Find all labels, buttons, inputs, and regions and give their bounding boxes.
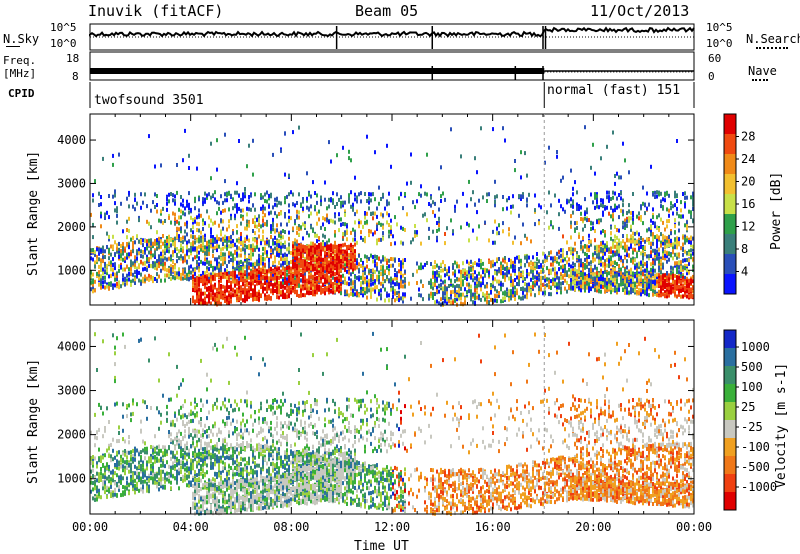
date-label: 11/Oct/2013	[590, 2, 690, 20]
colorbar-1-seg-2	[724, 366, 736, 385]
yaxis-1-label-0: 1000	[57, 472, 86, 486]
nsearch-tick-bottom: 10^0	[706, 37, 733, 50]
nave-tick-bottom: 0	[708, 70, 715, 83]
yaxis-1-label-3: 4000	[57, 339, 86, 353]
freq-band-1	[90, 68, 545, 74]
yaxis-1-label-1: 2000	[57, 428, 86, 442]
beam-label: Beam 05	[355, 2, 419, 20]
xaxis-label-6: 00:00	[676, 520, 712, 534]
cpid-label: CPID	[8, 87, 35, 100]
xaxis-label: Time UT	[354, 539, 409, 554]
nsky-underline	[6, 46, 20, 47]
nsearch-dots	[756, 47, 788, 49]
colorbar-1-seg-9	[724, 492, 736, 511]
nsky-label: N.Sky	[3, 32, 40, 46]
colorbar-0-seg-1	[724, 134, 736, 155]
yaxis-0-label-2: 3000	[57, 176, 86, 190]
xaxis-label-3: 12:00	[374, 520, 410, 534]
colorbar-0-seg-7	[724, 254, 736, 275]
nave-dots	[752, 79, 768, 81]
colorbar-0-seg-0	[724, 114, 736, 135]
colorbar-0-seg-5	[724, 214, 736, 235]
colorbar-0-label-6: 28	[741, 130, 755, 144]
colorbar-1-seg-1	[724, 348, 736, 367]
yaxis-0-label-0: 1000	[57, 263, 86, 277]
colorbar-1-label-4: -25	[741, 420, 763, 434]
nave-tick-top: 60	[708, 52, 722, 65]
heatmap-0-cells	[90, 125, 694, 307]
colorbar-1-seg-0	[724, 330, 736, 349]
colorbar-0-label-3: 16	[741, 197, 755, 211]
colorbar-0-label-5: 24	[741, 152, 755, 166]
yaxis-0-label-3: 4000	[57, 133, 86, 147]
xaxis-label-2: 08:00	[273, 520, 309, 534]
xaxis-label-0: 00:00	[72, 520, 108, 534]
colorbar-1-seg-6	[724, 438, 736, 457]
colorbar-1-frame	[723, 329, 737, 511]
colorbar-0-label-1: 8	[741, 242, 748, 256]
nsky-line	[89, 26, 695, 38]
xaxis-label-5: 20:00	[575, 520, 611, 534]
colorbar-1-label-6: -500	[741, 460, 770, 474]
freq-strip-frame	[89, 51, 695, 81]
colorbar-1-seg-4	[724, 402, 736, 421]
colorbar-1-label-5: -100	[741, 440, 770, 454]
colorbar-1-seg-5	[724, 420, 736, 439]
colorbar-0-label-0: 4	[741, 265, 748, 279]
colorbar-1-label-0: 1000	[741, 340, 770, 354]
yaxis-1-label-2: 3000	[57, 384, 86, 398]
colorbar-1-label-1: 500	[741, 360, 763, 374]
station-title: Inuvik (fitACF)	[88, 2, 224, 20]
nsearch-tick-top: 10^5	[706, 21, 733, 34]
nsky-tick-bottom: 10^0	[50, 37, 77, 50]
cpid-mode1: twofsound 3501	[94, 93, 204, 108]
freq-label-line2: [MHz]	[3, 67, 37, 80]
colorbar-1-seg-3	[724, 384, 736, 403]
xaxis-label-1: 04:00	[173, 520, 209, 534]
colorbar-0-label-4: 20	[741, 175, 755, 189]
colorbar-0-seg-2	[724, 154, 736, 175]
freq-tick-bottom: 8	[72, 70, 79, 83]
xaxis-label-4: 16:00	[475, 520, 511, 534]
colorbar-1-label-7: -1000	[741, 480, 777, 494]
colorbar-0-seg-3	[724, 174, 736, 195]
nsky-tick-top: 10^5	[50, 21, 77, 34]
colorbar-0-label-2: 12	[741, 220, 755, 234]
nsearch-label: N.Search	[746, 32, 800, 46]
nave-label: Nave	[748, 64, 777, 78]
colorbar-1-label-2: 100	[741, 380, 763, 394]
freq-label-line1: Freq.	[3, 54, 37, 67]
cpid-mode2: normal (fast) 151	[547, 83, 681, 98]
colorbar-0-seg-4	[724, 194, 736, 215]
freq-tick-top: 18	[66, 52, 80, 65]
colorbar-1-seg-7	[724, 456, 736, 475]
colorbar-1-seg-8	[724, 474, 736, 493]
colorbar-0-seg-6	[724, 234, 736, 255]
heatmap-1-cells	[90, 331, 694, 516]
yaxis-0-label-1: 2000	[57, 220, 86, 234]
colorbar-0-seg-8	[724, 274, 736, 295]
colorbar-1-label-3: 25	[741, 400, 755, 414]
